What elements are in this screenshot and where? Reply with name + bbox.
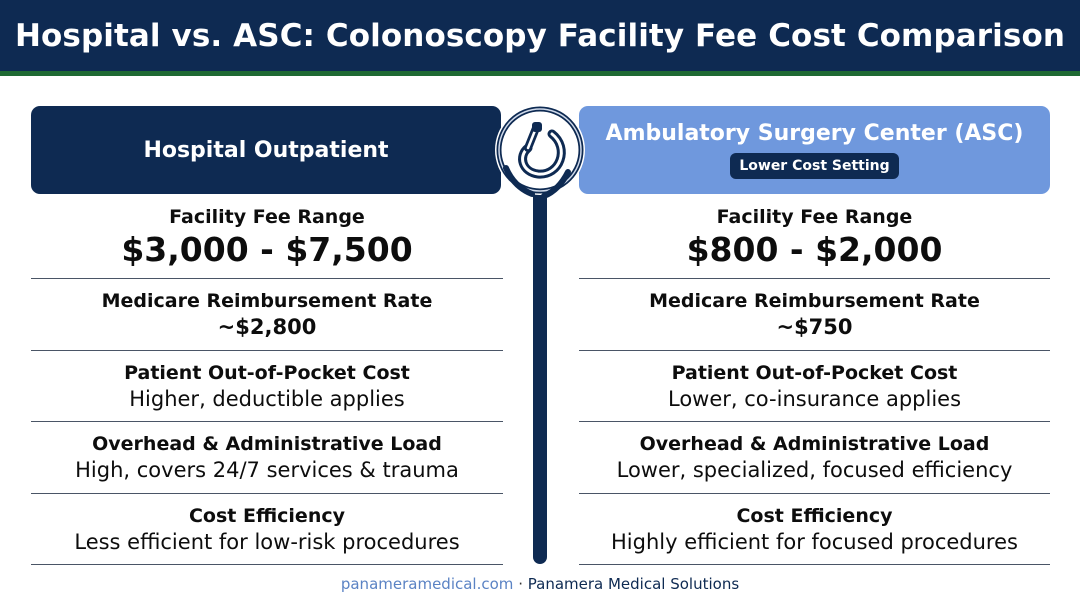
hospital-heading: Hospital Outpatient [143, 137, 389, 163]
hospital-row-out-of-pocket: Patient Out-of-Pocket Cost Higher, deduc… [31, 351, 503, 422]
row-value: $800 - $2,000 [686, 229, 943, 269]
page-title: Hospital vs. ASC: Colonoscopy Facility F… [14, 17, 1066, 54]
asc-column: Facility Fee Range $800 - $2,000 Medicar… [579, 196, 1050, 565]
row-label: Patient Out-of-Pocket Cost [124, 361, 410, 384]
asc-column-header: Ambulatory Surgery Center (ASC) Lower Co… [579, 106, 1050, 194]
row-label: Overhead & Administrative Load [639, 433, 990, 455]
asc-row-facility-fee: Facility Fee Range $800 - $2,000 [579, 196, 1050, 279]
row-value: $3,000 - $7,500 [121, 229, 413, 269]
row-value: Less efficient for low-risk procedures [74, 529, 460, 554]
hospital-column-header: Hospital Outpatient [31, 106, 501, 194]
row-value: Lower, co-insurance applies [667, 386, 962, 411]
row-label: Facility Fee Range [716, 205, 913, 228]
row-label: Overhead & Administrative Load [92, 433, 442, 455]
footer-separator: · [518, 575, 523, 593]
row-value: Lower, specialized, focused efficiency [616, 458, 1013, 482]
asc-row-medicare: Medicare Reimbursement Rate ~$750 [579, 279, 1050, 351]
center-divider [533, 190, 547, 564]
footer-company: Panamera Medical Solutions [527, 575, 740, 593]
footer: panameramedical.com · Panamera Medical S… [0, 575, 1080, 593]
accent-stripe [0, 71, 1080, 76]
row-value: Higher, deductible applies [129, 386, 405, 411]
row-label: Cost Efficiency [736, 504, 893, 527]
title-banner: Hospital vs. ASC: Colonoscopy Facility F… [0, 0, 1080, 71]
hospital-column: Facility Fee Range $3,000 - $7,500 Medic… [31, 196, 503, 565]
row-value: ~$750 [776, 315, 853, 339]
hospital-row-overhead: Overhead & Administrative Load High, cov… [31, 422, 503, 494]
asc-heading: Ambulatory Surgery Center (ASC) [605, 121, 1024, 146]
row-label: Patient Out-of-Pocket Cost [671, 361, 958, 384]
lower-cost-badge: Lower Cost Setting [730, 153, 899, 179]
hospital-row-facility-fee: Facility Fee Range $3,000 - $7,500 [31, 196, 503, 279]
row-label: Medicare Reimbursement Rate [649, 290, 980, 312]
asc-row-efficiency: Cost Efficiency Highly efficient for foc… [579, 494, 1050, 565]
footer-url[interactable]: panameramedical.com [340, 575, 514, 593]
row-value: Highly efficient for focused procedures [611, 529, 1018, 554]
hospital-row-medicare: Medicare Reimbursement Rate ~$2,800 [31, 279, 503, 351]
row-value: ~$2,800 [217, 315, 317, 339]
row-label: Facility Fee Range [169, 205, 365, 228]
row-label: Cost Efficiency [188, 504, 345, 527]
row-value: High, covers 24/7 services & trauma [75, 458, 459, 482]
colonoscope-icon [492, 100, 588, 202]
row-label: Medicare Reimbursement Rate [101, 290, 433, 312]
asc-row-out-of-pocket: Patient Out-of-Pocket Cost Lower, co-ins… [579, 351, 1050, 422]
hospital-row-efficiency: Cost Efficiency Less efficient for low-r… [31, 494, 503, 565]
asc-row-overhead: Overhead & Administrative Load Lower, sp… [579, 422, 1050, 494]
